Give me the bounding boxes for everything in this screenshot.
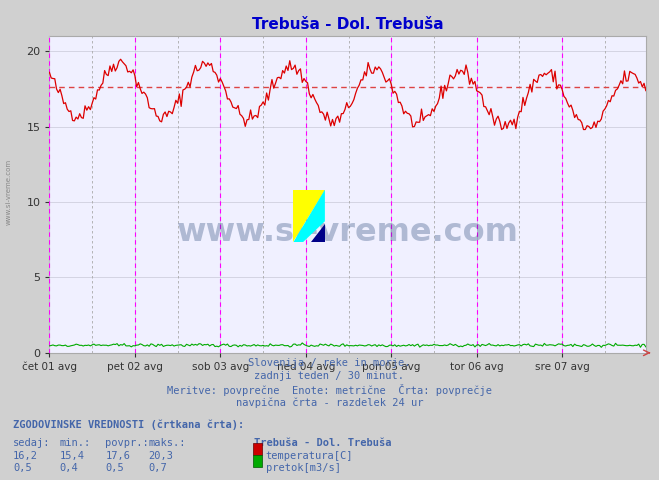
- Polygon shape: [293, 190, 325, 242]
- Text: 0,7: 0,7: [148, 463, 167, 473]
- Text: Trebuša - Dol. Trebuša: Trebuša - Dol. Trebuša: [254, 438, 391, 448]
- Text: 0,4: 0,4: [59, 463, 78, 473]
- Text: sedaj:: sedaj:: [13, 438, 51, 448]
- Text: navpična črta - razdelek 24 ur: navpična črta - razdelek 24 ur: [236, 398, 423, 408]
- Text: zadnji teden / 30 minut.: zadnji teden / 30 minut.: [254, 371, 405, 381]
- Text: ZGODOVINSKE VREDNOSTI (črtkana črta):: ZGODOVINSKE VREDNOSTI (črtkana črta):: [13, 420, 244, 431]
- Text: www.si-vreme.com: www.si-vreme.com: [177, 217, 519, 248]
- Text: 0,5: 0,5: [105, 463, 124, 473]
- Text: temperatura[C]: temperatura[C]: [266, 451, 353, 461]
- Text: 17,6: 17,6: [105, 451, 130, 461]
- Text: min.:: min.:: [59, 438, 90, 448]
- Text: Meritve: povprečne  Enote: metrične  Črta: povprečje: Meritve: povprečne Enote: metrične Črta:…: [167, 384, 492, 396]
- Text: pretok[m3/s]: pretok[m3/s]: [266, 463, 341, 473]
- Text: 16,2: 16,2: [13, 451, 38, 461]
- Text: maks.:: maks.:: [148, 438, 186, 448]
- Text: 15,4: 15,4: [59, 451, 84, 461]
- Text: 0,5: 0,5: [13, 463, 32, 473]
- Text: www.si-vreme.com: www.si-vreme.com: [5, 159, 11, 225]
- Polygon shape: [293, 190, 325, 242]
- Text: povpr.:: povpr.:: [105, 438, 149, 448]
- Text: 20,3: 20,3: [148, 451, 173, 461]
- Polygon shape: [310, 224, 325, 242]
- Title: Trebuša - Dol. Trebuša: Trebuša - Dol. Trebuša: [252, 17, 444, 32]
- Text: Slovenija / reke in morje.: Slovenija / reke in morje.: [248, 358, 411, 368]
